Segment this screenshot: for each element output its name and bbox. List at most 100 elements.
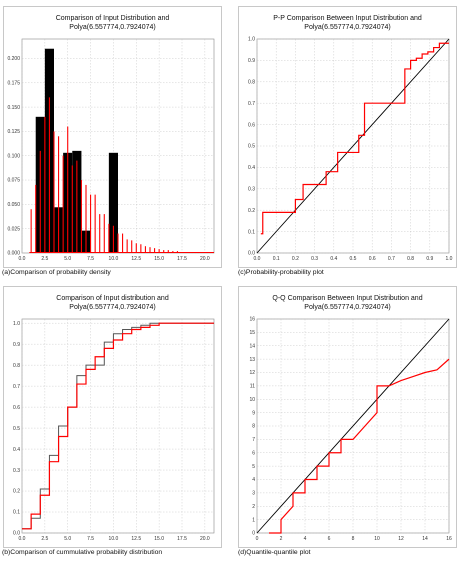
x-tick-label: 0.2 [292,256,299,262]
y-tick-label: 1.0 [248,37,255,43]
y-tick-label: 0.6 [13,405,20,411]
x-tick-label: 10 [374,536,380,542]
y-tick-label: 1.0 [13,321,20,327]
x-tick-label: 10.0 [109,256,119,262]
x-tick-label: 20.0 [200,256,210,262]
x-tick-label: 16 [446,536,452,542]
y-tick-label: 0.4 [248,165,255,171]
x-tick-label: 0.1 [273,256,280,262]
pp-chart: 0.0 0.1 0.2 0.3 0.4 0.5 0.6 0.7 0.8 0.9 1.0 0.0 0.1 0… [248,37,453,262]
density-chart: 0.000 0.025 0.050 0.075 0.100 0.125 0.150 0.175… [7,38,215,262]
x-tick-label: 17.5 [177,536,187,542]
x-tick-label: 7.5 [87,536,94,542]
x-tick-label: 12 [398,536,404,542]
y-tick-label: 0.000 [7,251,20,257]
y-tick-label: 0.9 [13,342,20,348]
panel-pp-plot: P-P Comparison Between Input Distributio… [238,6,457,268]
caption-density: (a)Comparison of probability density [2,269,111,276]
y-tick-label: 0.025 [7,226,20,232]
y-tick-label: 0.125 [7,129,20,135]
x-tick-label: 0.4 [330,256,337,262]
y-tick-label: 0.2 [248,208,255,214]
y-tick-label: 0.4 [13,447,20,453]
x-tick-label: 2.5 [41,536,48,542]
x-tick-label: 0.8 [407,256,414,262]
x-tick-label: 0.5 [350,256,357,262]
x-tick-label: 0.0 [19,256,26,262]
y-tick-label: 0.0 [13,531,20,537]
y-tick-label: 13 [249,357,255,363]
panel-qq-plot: Q-Q Comparison Between Input Distributio… [238,286,457,548]
y-tick-label: 0.5 [13,426,20,432]
y-tick-label: 12 [249,370,255,376]
y-tick-label: 0.1 [248,229,255,235]
y-tick-label: 0.200 [7,56,20,62]
y-tick-label: 8 [252,424,255,430]
y-tick-label: 0.1 [13,510,20,516]
reference-diagonal [256,38,450,254]
y-tick-label: 11 [250,384,255,390]
x-tick-label: 12.5 [131,256,141,262]
y-tick-label: 0.0 [248,251,255,257]
empirical-bar [108,152,118,253]
x-tick-label: 2.5 [41,256,48,262]
y-tick-label: 0.2 [13,489,20,495]
x-tick-label: 0.9 [426,256,433,262]
x-tick-label: 4 [304,536,307,542]
y-tick-label: 0.5 [248,144,255,150]
y-tick-label: 0.9 [248,58,255,64]
x-tick-label: 20.0 [200,536,210,542]
x-tick-label: 17.5 [177,256,187,262]
caption-cumulative: (b)Comparison of cummulative probability… [2,549,163,556]
panel-cumulative: Comparison of Input distribution and Pol… [3,286,222,548]
y-tick-label: 0.7 [13,384,20,390]
qq-series-line [269,358,450,534]
y-tick-label: 0.3 [248,187,255,193]
x-tick-label: 0.0 [19,536,26,542]
plot-frame [21,318,215,534]
caption-pp: (c)Probability-probability plot [238,269,324,276]
y-tick-label: 0 [252,531,255,537]
y-tick-label: 0.175 [7,80,20,86]
x-tick-label: 0 [256,536,259,542]
y-tick-label: 7 [252,437,255,443]
y-tick-label: 0.075 [7,178,20,184]
reference-diagonal [256,318,450,534]
y-tick-label: 0.8 [13,363,20,369]
cumulative-chart: 0.0 0.1 0.2 0.3 0.4 0.5 0.6 0.7 0.8 0.9 1.0 0.0 2.5 5… [13,318,215,542]
y-tick-label: 0.100 [7,153,20,159]
x-tick-label: 10.0 [109,536,119,542]
x-tick-label: 15.0 [154,536,164,542]
y-tick-label: 16 [249,317,255,323]
x-tick-label: 5.0 [64,256,71,262]
x-tick-label: 14 [422,536,428,542]
y-tick-label: 14 [249,343,255,349]
x-tick-label: 8 [352,536,355,542]
x-tick-label: 15.0 [154,256,164,262]
y-tick-label: 4 [252,477,255,483]
y-tick-label: 0.7 [248,101,255,107]
y-tick-label: 9 [252,410,255,416]
y-tick-label: 0.6 [248,122,255,128]
x-tick-label: 2 [280,536,283,542]
x-tick-label: 0.6 [369,256,376,262]
y-tick-label: 0.8 [248,80,255,86]
y-tick-label: 5 [252,464,255,470]
chart-title-qq: Q-Q Comparison Between Input Distributio… [272,295,423,311]
empirical-cdf-line [22,322,214,530]
x-tick-label: 1.0 [446,256,453,262]
y-tick-label: 6 [252,450,255,456]
y-tick-label: 15 [249,330,255,336]
x-tick-label: 12.5 [131,536,141,542]
y-tick-label: 1 [252,517,255,523]
x-tick-label: 0.0 [254,256,261,262]
x-tick-label: 0.7 [388,256,395,262]
chart-title-density: Comparison of Input Distribution and Pol… [55,15,170,31]
chart-title-pp: P-P Comparison Between Input Distributio… [273,15,422,31]
y-tick-label: 0.3 [13,468,20,474]
fitted-cdf-line [22,322,214,530]
x-tick-label: 6 [328,536,331,542]
y-tick-label: 3 [252,491,255,497]
x-tick-label: 7.5 [87,256,94,262]
